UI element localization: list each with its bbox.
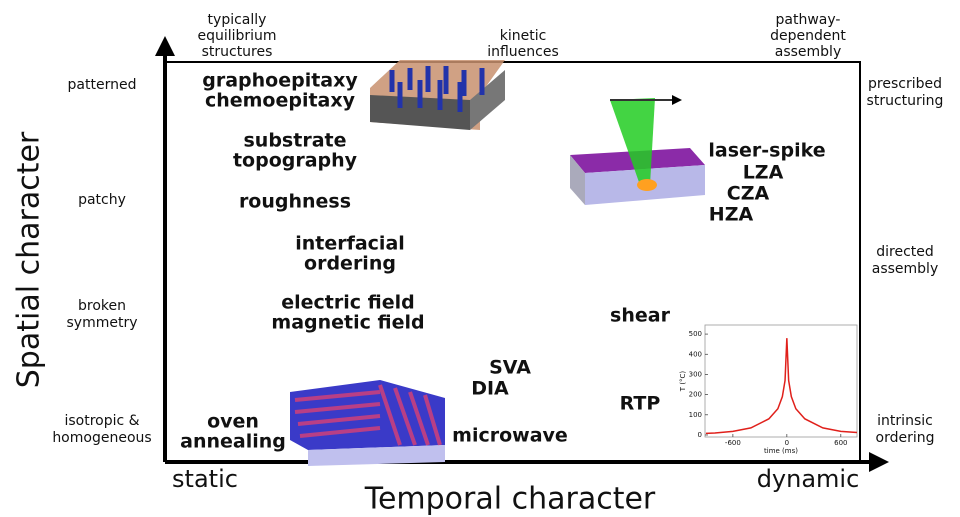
x-end: dynamic — [757, 465, 860, 493]
method-label: RTP — [620, 393, 661, 415]
left-label: patchy — [78, 192, 126, 208]
method-label: microwave — [452, 425, 568, 447]
method-label: oven — [207, 411, 259, 433]
y-tick-label: 200 — [689, 391, 702, 399]
y-tick-label: 100 — [689, 411, 702, 419]
y-tick-label: 0 — [698, 431, 702, 439]
right-label: ordering — [876, 430, 935, 446]
method-label: topography — [233, 150, 358, 172]
method-label: roughness — [239, 191, 351, 213]
method-label: chemoepitaxy — [205, 90, 356, 112]
top-label: kinetic — [500, 28, 547, 44]
top-label: typically — [208, 12, 267, 28]
top-label: structures — [202, 44, 273, 60]
method-label: electric field — [281, 292, 414, 314]
left-label: isotropic & — [64, 413, 139, 429]
pillar-illustration — [370, 60, 505, 130]
method-label: HZA — [709, 204, 754, 226]
left-label: homogeneous — [52, 430, 151, 446]
y-axis-title: Spatial character — [12, 131, 47, 388]
left-label: broken — [78, 298, 126, 314]
method-label: LZA — [743, 162, 784, 184]
top-label: assembly — [775, 44, 841, 60]
y-tick-label: 500 — [689, 330, 702, 338]
method-label: interfacial — [295, 233, 405, 255]
inset-frame — [705, 325, 857, 437]
method-label: shear — [610, 305, 671, 327]
left-label: symmetry — [67, 315, 138, 331]
method-label: annealing — [180, 431, 286, 453]
method-label: DIA — [471, 378, 509, 400]
inset-plot: -600 0 600 0 100 200 300 400 500 time (ms) T (°C) — [679, 325, 857, 455]
right-label: prescribed — [868, 76, 942, 92]
method-label: CZA — [727, 183, 770, 205]
laser-illustration — [570, 98, 705, 205]
method-label: ordering — [304, 253, 396, 275]
right-label: structuring — [867, 93, 944, 109]
y-tick-label: 400 — [689, 350, 702, 358]
figure: -60006000100200300400500time (ms)T (°C) … — [0, 0, 960, 517]
method-label: laser-spike — [708, 140, 825, 162]
top-label: influences — [487, 44, 559, 60]
top-label: equilibrium — [197, 28, 276, 44]
right-label: directed — [876, 244, 934, 260]
x-axis-title: Temporal character — [364, 482, 656, 517]
inset-y-label: T (°C) — [679, 371, 687, 393]
x-tick-label: 0 — [785, 439, 789, 447]
x-tick-label: 600 — [834, 439, 847, 447]
method-label: SVA — [489, 357, 531, 379]
top-label: pathway- — [776, 12, 841, 28]
film-illustration — [290, 380, 445, 466]
inset-x-label: time (ms) — [764, 447, 798, 455]
x-tick-label: -600 — [725, 439, 741, 447]
method-label: magnetic field — [271, 312, 424, 334]
top-label: dependent — [770, 28, 846, 44]
right-label: intrinsic — [877, 413, 933, 429]
y-tick-label: 300 — [689, 370, 702, 378]
left-label: patterned — [68, 77, 137, 93]
x-start: static — [172, 465, 238, 493]
right-label: assembly — [872, 261, 938, 277]
method-label: substrate — [244, 130, 347, 152]
method-label: graphoepitaxy — [202, 70, 358, 92]
